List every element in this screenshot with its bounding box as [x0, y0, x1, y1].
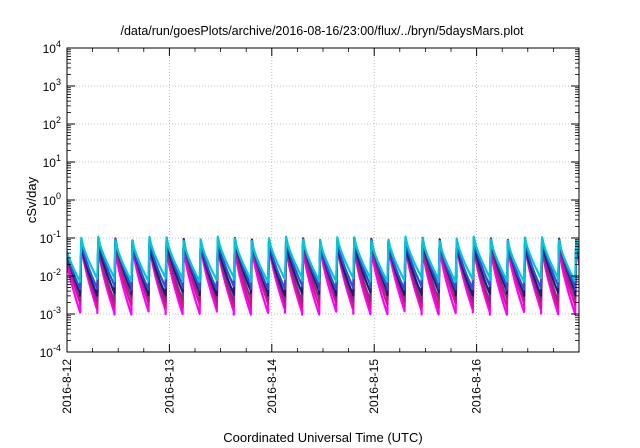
y-tick-base: 10	[40, 232, 54, 246]
y-tick-exponent: -3	[53, 305, 61, 315]
x-tick-labels: 2016-8-12 2016-8-13 2016-8-14 2016-8-15 2016…	[60, 359, 484, 414]
x-tick-label: 2016-8-13	[162, 359, 176, 414]
y-tick-label: 100	[43, 191, 61, 208]
x-axis-label: Coordinated Universal Time (UTC)	[223, 430, 422, 445]
grid-lines	[67, 48, 579, 352]
y-tick-label: 10-1	[40, 229, 61, 246]
y-tick-exponent: 0	[56, 191, 61, 201]
y-tick-base: 10	[43, 42, 57, 56]
y-tick-base: 10	[40, 308, 54, 322]
y-tick-base: 10	[43, 194, 57, 208]
series-group	[67, 235, 579, 316]
y-tick-exponent: -1	[53, 229, 61, 239]
axis-ticks	[66, 47, 579, 353]
y-tick-label: 10-3	[40, 305, 61, 322]
y-tick-label: 104	[43, 39, 61, 56]
y-tick-label: 103	[43, 77, 61, 94]
y-tick-exponent: 4	[56, 39, 61, 49]
y-tick-label: 10-2	[40, 267, 61, 284]
y-tick-base: 10	[40, 346, 54, 360]
y-tick-label: 101	[43, 153, 61, 170]
y-tick-base: 10	[43, 118, 57, 132]
y-tick-base: 10	[43, 156, 57, 170]
y-tick-label: 102	[43, 115, 61, 132]
y-tick-exponent: 2	[56, 115, 61, 125]
series-line	[67, 235, 579, 284]
y-tick-exponent: 1	[56, 153, 61, 163]
y-tick-label: 10-4	[40, 343, 61, 360]
y-tick-exponent: -2	[53, 267, 61, 277]
x-tick-label: 2016-8-12	[60, 359, 74, 414]
x-tick-label: 2016-8-16	[470, 359, 484, 414]
y-tick-base: 10	[40, 270, 54, 284]
x-tick-label: 2016-8-15	[367, 359, 381, 414]
y-tick-exponent: -4	[53, 343, 61, 353]
y-tick-exponent: 3	[56, 77, 61, 87]
chart-title: /data/run/goesPlots/archive/2016-08-16/2…	[120, 24, 524, 38]
y-tick-base: 10	[43, 80, 57, 94]
y-axis-label: cSv/day	[24, 176, 39, 223]
x-tick-label: 2016-8-14	[265, 359, 279, 414]
